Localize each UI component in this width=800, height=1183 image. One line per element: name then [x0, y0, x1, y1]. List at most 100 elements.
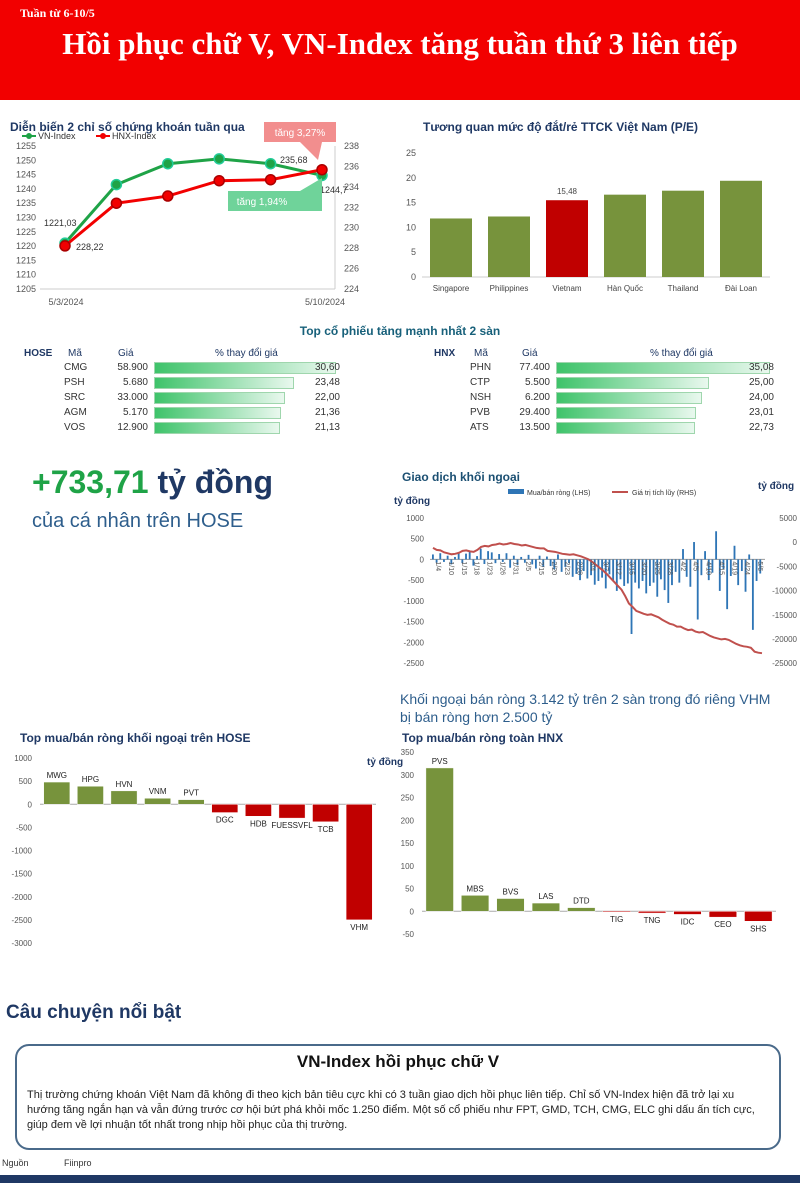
hnx-foreign-bar-pvs — [425, 767, 454, 912]
foreign-chart-title: Giao dịch khối ngoại — [402, 470, 521, 484]
hnx-foreign-bar-label: DTD — [573, 897, 590, 906]
stock-price: 6.200 — [524, 392, 550, 403]
hose-foreign-bar-hpg — [77, 785, 104, 805]
foreign-net-bar — [634, 559, 637, 583]
change-bar-track — [556, 377, 770, 389]
change-bar — [154, 362, 336, 374]
foreign-x-label: 3/20 — [640, 561, 647, 575]
hnx-foreign-bar-label: CEO — [714, 920, 731, 929]
foreign-net-bar — [667, 559, 670, 603]
stock-code: VOS — [64, 422, 86, 433]
foreign-net-bar — [726, 559, 729, 610]
foreign-x-label: 1/15 — [460, 561, 467, 575]
index-point — [59, 240, 71, 252]
story-section-title: Câu chuyện nổi bật — [6, 1002, 182, 1023]
hnx-foreign-tick: 350 — [401, 748, 415, 757]
index-point — [316, 169, 328, 182]
stock-code: PSH — [64, 377, 85, 388]
pe-tick: 0 — [411, 272, 416, 282]
foreign-net-bar — [707, 559, 710, 581]
change-value: 22,73 — [748, 422, 774, 433]
hose-foreign-tick: -2500 — [12, 916, 33, 925]
hose-foreign-tick: -500 — [16, 823, 33, 832]
hose-gainers-table: HOSE Mã Giá % thay đổi giá CMG 58.900 30,6… — [20, 346, 360, 436]
foreign-x-label: 1/4 — [434, 561, 441, 571]
foreign-net-bar — [582, 559, 585, 572]
foreign-net-bar — [711, 559, 714, 573]
foreign-cumulative-line — [432, 541, 763, 655]
pe-category-label: Vietnam — [552, 284, 582, 293]
foreign-net-bar — [549, 559, 552, 567]
hose-foreign-tick: -3000 — [12, 939, 33, 948]
foreign-right-tick: 5000 — [779, 514, 797, 523]
foreign-net-bar — [516, 559, 519, 566]
pe-bar-vietnam — [546, 200, 588, 277]
foreign-net-bar — [443, 559, 445, 562]
hnx-callout-text: tăng 3,27% — [275, 128, 326, 139]
vn-callout-pointer — [300, 178, 322, 191]
index-point — [162, 190, 174, 202]
foreign-net-bar — [454, 556, 456, 560]
stock-price: 13.500 — [519, 422, 550, 433]
foreign-net-bar — [660, 559, 662, 580]
foreign-net-bar — [461, 559, 464, 564]
pe-category-label: Thailand — [668, 284, 699, 293]
foreign-net-bar — [685, 559, 688, 577]
foreign-net-bar — [560, 559, 563, 572]
change-bar-track — [154, 392, 336, 404]
foreign-net-bar — [432, 554, 434, 560]
hnx-foreign-tick: 300 — [401, 771, 415, 780]
hose-foreign-tick: -1000 — [12, 847, 33, 856]
foreign-net-bar — [534, 559, 537, 569]
foreign-x-label: 2/5 — [524, 561, 531, 571]
hose-foreign-tick: 1000 — [14, 754, 32, 763]
hose-foreign-bar-tcb — [312, 804, 339, 823]
foreign-right-tick: -15000 — [772, 611, 797, 620]
foreign-net-bar — [465, 553, 467, 560]
stock-price: 58.900 — [117, 362, 148, 373]
hose-foreign-tick: 0 — [28, 800, 33, 809]
index-left-tick: 1225 — [16, 227, 36, 237]
vn-callout-box — [228, 191, 322, 211]
hnx-foreign-bar-tng — [638, 911, 667, 914]
foreign-net-bar — [490, 552, 493, 560]
foreign-net-bar — [568, 559, 570, 564]
hnx-foreign-bar-label: TNG — [644, 916, 661, 925]
foreign-right-tick: -25000 — [772, 659, 797, 668]
hnx-foreign-bar-label: LAS — [538, 892, 553, 901]
index-right-tick: 238 — [344, 141, 359, 151]
hnx-callout-box — [264, 122, 336, 142]
change-value: 23,48 — [314, 377, 340, 388]
foreign-net-bar — [700, 559, 703, 576]
foreign-net-bar — [439, 553, 442, 560]
foreign-left-tick: -1500 — [404, 618, 425, 627]
footer-strip — [0, 1175, 800, 1183]
foreign-net-bar — [696, 559, 699, 620]
hnx-gainers-table: HNX Mã Giá % thay đổi giá PHN 77.400 35,08… — [432, 346, 800, 436]
change-bar — [556, 362, 770, 374]
foreign-net-bar — [619, 559, 622, 580]
change-bar-track — [556, 422, 770, 434]
pe-bar-thailand — [662, 190, 704, 277]
hnx-foreign-tick: 250 — [401, 794, 415, 803]
foreign-net-bar — [542, 559, 545, 567]
index-point — [264, 157, 277, 170]
foreign-net-bar — [630, 559, 633, 634]
foreign-x-label: 1/26 — [498, 561, 505, 575]
index-point — [264, 173, 277, 186]
hnx-foreign-bar-ceo — [708, 911, 737, 918]
foreign-right-tick: 0 — [793, 538, 798, 547]
foreign-left-unit: tỷ đồng — [394, 495, 430, 507]
foreign-net-bar — [663, 559, 666, 591]
change-value: 21,13 — [314, 422, 340, 433]
stock-code: PVB — [470, 407, 491, 418]
foreign-x-label: 4/24 — [743, 561, 750, 575]
foreign-x-label: 2/28 — [576, 561, 583, 575]
index-left-tick: 1210 — [16, 270, 36, 280]
hose-foreign-unit: tỷ đồng — [367, 756, 403, 768]
pe-chart-title: Tương quan mức độ đắt/rẻ TTCK Việt Nam (… — [423, 120, 699, 134]
hose-col-price: Giá — [118, 348, 134, 359]
index-point — [110, 197, 123, 209]
hnx-foreign-bar-tig — [602, 911, 631, 913]
hnx-foreign-tick: 150 — [401, 839, 415, 848]
